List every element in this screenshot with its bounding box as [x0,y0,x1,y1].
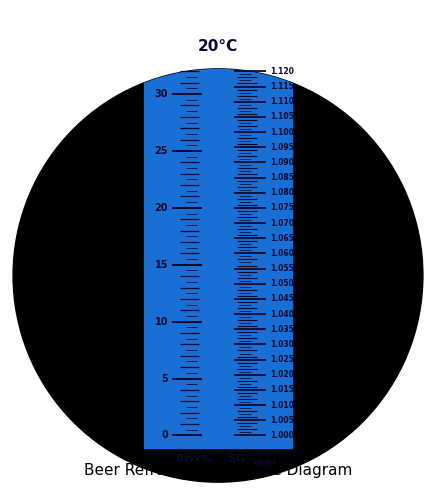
Text: 1.070: 1.070 [270,218,294,227]
Text: 1.040: 1.040 [270,309,294,318]
Text: 1.020: 1.020 [270,370,294,379]
Text: 1.050: 1.050 [270,279,294,288]
Text: 1.045: 1.045 [270,294,294,304]
Text: WORT: WORT [254,460,278,465]
Text: 1.005: 1.005 [270,416,294,425]
Text: 1.035: 1.035 [270,325,294,334]
Text: 1.010: 1.010 [270,400,294,409]
Text: 1.080: 1.080 [270,188,294,197]
Text: 1.120: 1.120 [270,67,294,76]
Text: 1.090: 1.090 [270,158,294,167]
Text: SG: SG [228,454,245,463]
Text: 25: 25 [154,146,168,156]
Text: 1.060: 1.060 [270,249,294,258]
Text: 1.065: 1.065 [270,234,294,243]
Text: 20°C: 20°C [198,39,238,54]
Ellipse shape [13,69,423,482]
Text: Brix%: Brix% [176,454,212,463]
Text: 1.085: 1.085 [270,173,294,182]
Text: 1.015: 1.015 [270,385,294,395]
Text: 1.075: 1.075 [270,203,294,213]
Text: 1.055: 1.055 [270,264,293,273]
Text: 1.115: 1.115 [270,82,294,91]
Text: 1.030: 1.030 [270,340,294,349]
Text: Beer Refractometer Scale Diagram: Beer Refractometer Scale Diagram [84,462,352,478]
Text: 1.095: 1.095 [270,143,294,152]
Bar [144,52,292,448]
Text: 1.105: 1.105 [270,112,294,122]
Text: 15: 15 [154,260,168,270]
Text: 5: 5 [161,373,168,384]
Text: 1.025: 1.025 [270,355,294,364]
Text: 30: 30 [154,89,168,99]
Text: 0: 0 [161,430,168,440]
Text: 10: 10 [154,317,168,327]
Text: 20: 20 [154,203,168,213]
Text: 1.000: 1.000 [270,431,294,440]
Text: 1.110: 1.110 [270,97,294,106]
Text: 1.100: 1.100 [270,127,294,136]
